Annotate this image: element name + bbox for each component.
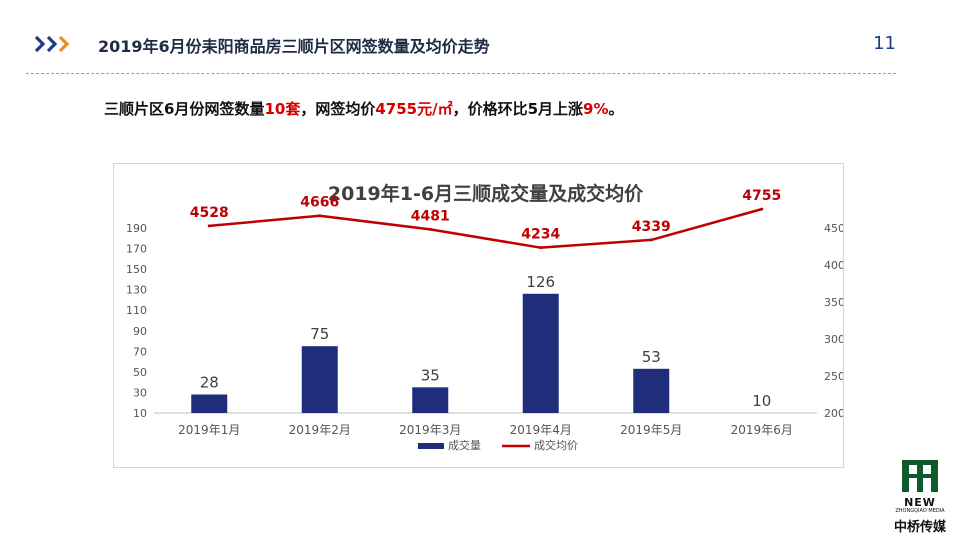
legend-label-line: 成交均价 (534, 438, 578, 452)
x-tick-label: 2019年1月 (178, 423, 240, 437)
x-tick-label: 2019年4月 (510, 423, 572, 437)
summary-change: 9% (583, 100, 609, 118)
y-left-tick-label: 130 (126, 284, 147, 297)
chart-title: 2019年1-6月三顺成交量及成交均价 (328, 182, 644, 205)
bar (633, 368, 670, 413)
line-point (760, 207, 764, 211)
summary-volume: 10套 (264, 100, 301, 118)
legend-label-bars: 成交量 (448, 438, 481, 452)
y-right-tick-label: 4500 (824, 222, 843, 235)
combo-chart: 2019年1-6月三顺成交量及成交均价 10 30 50 70 90 110 130 150 17… (126, 182, 843, 452)
logo-english: NEW (904, 496, 936, 509)
line-data-label: 4755 (742, 188, 781, 204)
line-data-label: 4234 (521, 227, 560, 243)
legend-swatch-bars (418, 443, 444, 449)
line-point (539, 246, 543, 250)
summary-part-3: ，价格环比5月上涨 (452, 100, 584, 118)
bar (412, 387, 449, 413)
y-left-tick-label: 70 (133, 345, 147, 358)
price-line (209, 207, 763, 249)
y-left-tick-label: 10 (133, 407, 147, 420)
bar-data-label: 126 (526, 273, 555, 291)
bar-data-label: 10 (752, 392, 771, 410)
x-tick-label: 2019年2月 (289, 423, 351, 437)
summary-part-2: ，网签均价 (300, 100, 376, 118)
y-right-tick-label: 4000 (824, 259, 843, 272)
bar-data-label: 53 (642, 348, 661, 366)
y-left-tick-label: 110 (126, 304, 147, 317)
y-left-tick-label: 50 (133, 366, 147, 379)
y-left-tick-label: 90 (133, 325, 147, 338)
bar-data-label: 35 (421, 366, 440, 384)
company-logo: NEW ZHONGQIAO MEDIA 中桥传媒 (884, 456, 956, 536)
y-right-tick-label: 2000 (824, 407, 843, 420)
header-divider (26, 73, 896, 74)
line-point (428, 227, 432, 231)
page-title: 2019年6月份耒阳商品房三顺片区网签数量及均价走势 (98, 37, 490, 56)
summary-text: 三顺片区6月份网签数量10套，网签均价4755元/㎡，价格环比5月上涨9%。 (104, 98, 624, 119)
y-right-tick-label: 3500 (824, 296, 843, 309)
bar-data-label: 28 (200, 374, 219, 392)
y-left-tick-label: 150 (126, 263, 147, 276)
line-data-label: 4528 (190, 205, 229, 221)
x-tick-label: 2019年6月 (731, 423, 793, 437)
x-tick-label: 2019年3月 (399, 423, 461, 437)
line-point (207, 224, 211, 228)
y-left-tick-label: 170 (126, 243, 147, 256)
y-right-tick-label: 2500 (824, 370, 843, 383)
logo-mark-icon (902, 460, 938, 492)
logo-chinese: 中桥传媒 (893, 520, 946, 535)
y-left-tick-label: 190 (126, 222, 147, 235)
line-point (318, 214, 322, 218)
summary-part-4: 。 (608, 100, 624, 118)
page-number: 11 (873, 33, 896, 54)
bar (191, 394, 228, 413)
y-left-tick-label: 30 (133, 386, 147, 399)
summary-price: 4755元/㎡ (375, 100, 453, 118)
chart-container: 2019年1-6月三顺成交量及成交均价 10 30 50 70 90 110 130 150 17… (113, 163, 844, 468)
bar-data-label: 75 (310, 325, 329, 343)
summary-part-1: 三顺片区6月份网签数量 (104, 100, 265, 118)
line-point (649, 238, 653, 242)
logo-subtitle: ZHONGQIAO MEDIA (895, 508, 945, 514)
bar (301, 346, 338, 413)
y-right-tick-label: 3000 (824, 333, 843, 346)
bar (522, 293, 559, 413)
chevron-arrows-icon (34, 35, 70, 53)
line-data-label: 4481 (411, 208, 450, 224)
x-tick-label: 2019年5月 (620, 423, 682, 437)
line-data-label: 4666 (300, 195, 339, 211)
line-data-label: 4339 (632, 219, 671, 235)
